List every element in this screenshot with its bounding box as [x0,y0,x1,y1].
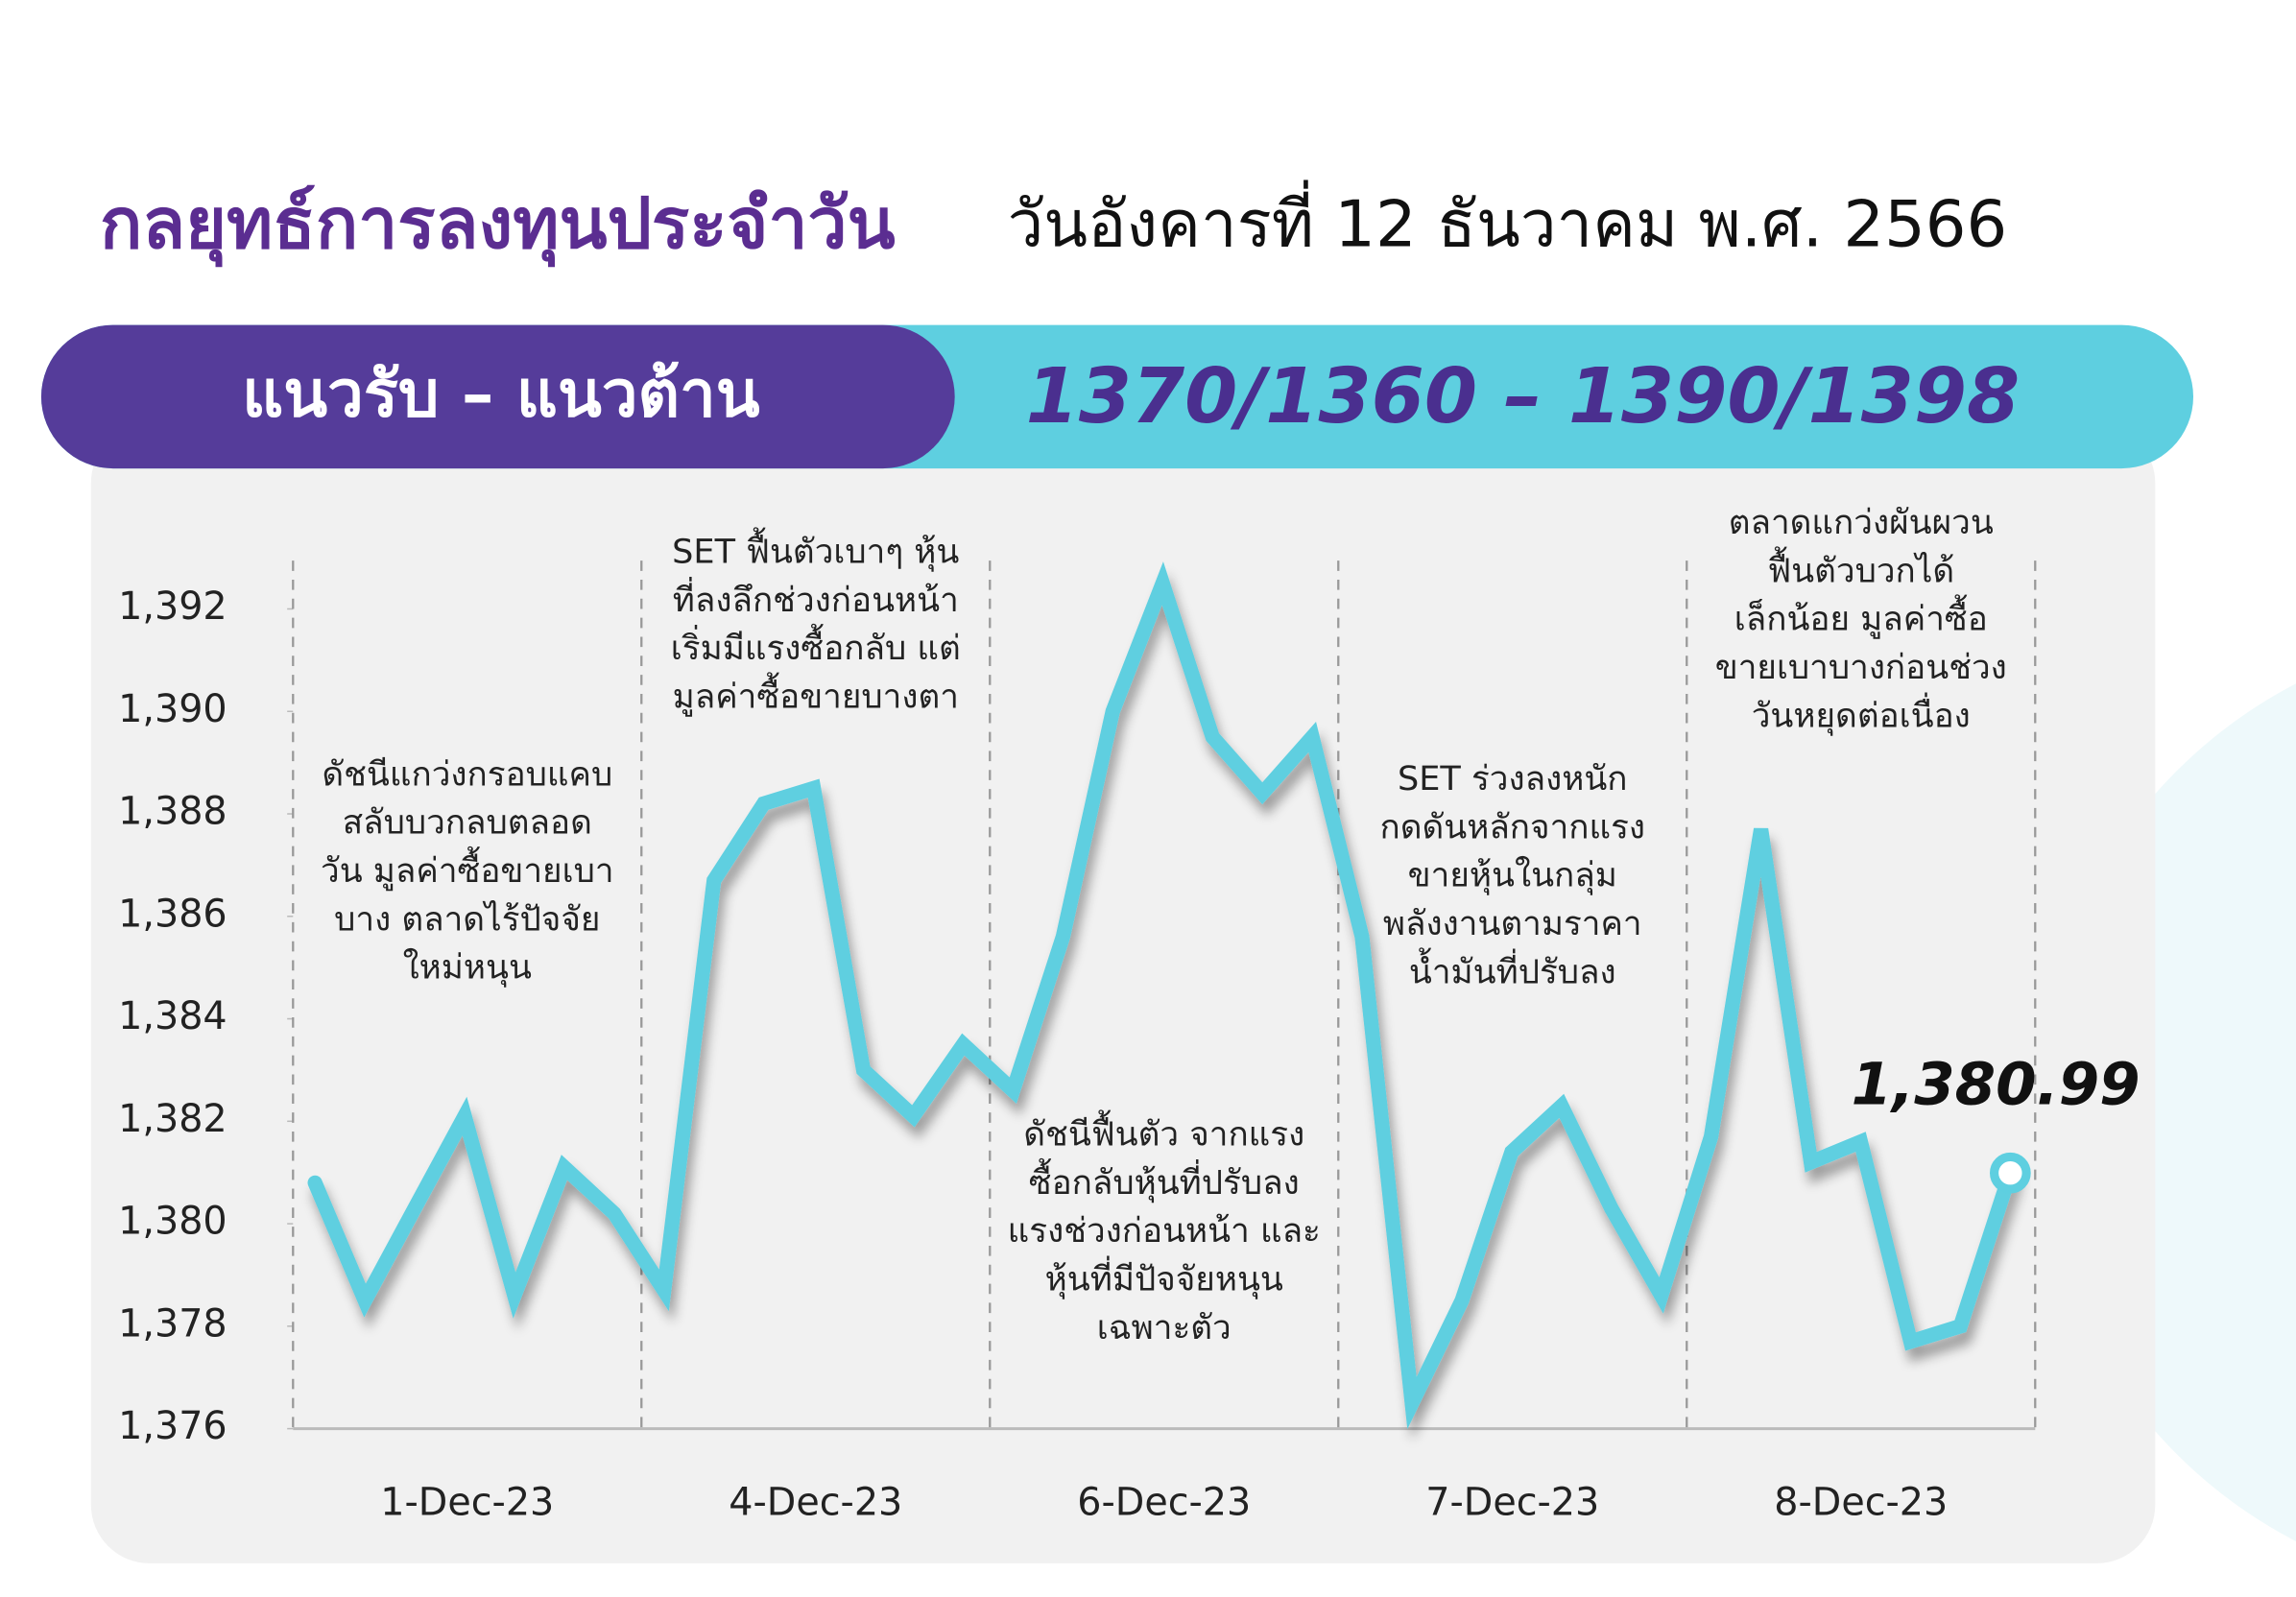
y-tick-label: 1,392 [118,584,227,629]
annotation: กดดันหลักจากแรง [1379,807,1645,846]
x-tick-label: 6-Dec-23 [1077,1480,1251,1524]
last-value-label: 1,380.99 [1852,1050,2141,1118]
annotation: ขายเบาบางก่อนช่วง [1715,648,2007,687]
annotation: SET ฟื้นตัวเบาๆ หุ้น [672,527,959,572]
panel [90,424,2156,1563]
annotation: ใหม่หนุน [403,948,532,988]
annotation: บาง ตลาดไร้ปัจจัย [334,899,600,939]
annotation: วันหยุดต่อเนื่อง [1752,692,1971,735]
y-tick-label: 1,386 [118,892,227,936]
annotation: แรงช่วงก่อนหน้า และ [1008,1211,1321,1251]
chart-title: กลยุทธ์การลงทุนประจำวัน [100,183,896,268]
banner-label: แนวรับ – แนวต้าน [242,356,760,431]
x-tick-label: 1-Dec-23 [380,1480,554,1524]
banner-label-bg [40,324,955,469]
y-tick-label: 1,378 [118,1301,227,1346]
banner-value: 1370/1360 – 1390/1398 [1026,351,2021,441]
annotation: ที่ลงลึกช่วงก่อนหน้า [673,577,959,620]
annotation: เริ่มมีแรงซื้อกลับ แต่ [671,623,961,668]
chart-subtitle: วันอังคารที่ 12 ธันวาคม พ.ศ. 2566 [1008,179,2008,261]
y-tick-label: 1,382 [118,1097,227,1141]
y-tick-label: 1,388 [118,790,227,834]
annotation: ตลาดแกว่งผันผวน [1729,503,1994,542]
annotation: สลับบวกลบตลอด [343,803,592,843]
y-tick-label: 1,376 [118,1404,227,1448]
annotation: ดัชนีฟื้นตัว จากแรง [1023,1109,1304,1155]
annotation: พลังงานตามราคา [1383,904,1642,943]
y-tick-label: 1,380 [118,1200,227,1244]
annotation: เล็กน้อย มูลค่าซื้อ [1734,594,1988,639]
x-tick-label: 4-Dec-23 [729,1480,902,1524]
line [307,561,2018,1430]
last-point [1989,1152,2031,1194]
plot: 1,376 1,378 1,380 1,382 1,384 1,386 1,388 1,390… [118,503,2140,1524]
x-tick-label: 7-Dec-23 [1425,1480,1599,1524]
x-tick-label: 8-Dec-23 [1774,1480,1948,1524]
annotation: ขายหุ้นในกลุ่ม [1408,856,1617,895]
y-tick-label: 1,390 [118,687,227,731]
annotation: เฉพาะตัว [1097,1308,1232,1347]
annotation: ซื้อกลับหุ้นที่ปรับลง [1029,1157,1300,1203]
annotation: SET ร่วงลงหนัก [1398,759,1628,798]
y-tick-label: 1,384 [118,994,227,1038]
annotation: วัน มูลค่าซื้อขายเบา [321,846,614,891]
annotation: น้ำมันที่ปรับลง [1409,946,1616,991]
annotation: ฟื้นตัวบวกได้ [1767,545,1954,590]
annotation: มูลค่าซื้อขายบางตา [673,672,959,717]
annotation: หุ้นที่มีปัจจัยหนุน [1045,1256,1283,1299]
annotation: ดัชนีแกว่งกรอบแคบ [322,754,612,794]
